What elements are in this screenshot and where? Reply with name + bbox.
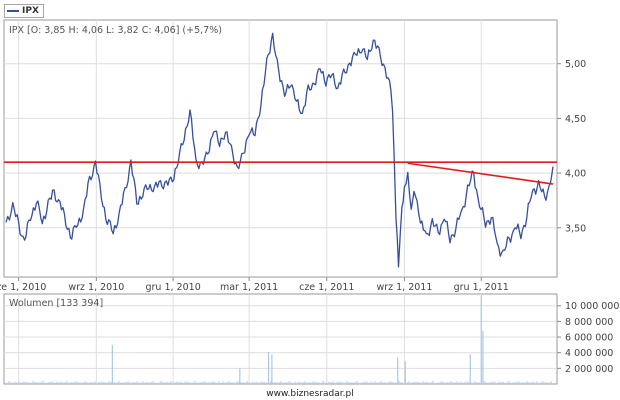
price-line xyxy=(5,32,554,268)
volume-y-tick-label: 10 000 000 xyxy=(565,301,619,312)
footer-watermark: www.biznesradar.pl xyxy=(266,389,354,399)
volume-bars xyxy=(6,295,552,384)
volume-y-tick-label: 2 000 000 xyxy=(565,364,613,375)
price-annotations xyxy=(4,161,557,185)
legend-ticker: IPX xyxy=(22,6,39,16)
volume-panel-label: Wolumen [133 394] xyxy=(9,298,103,309)
volume-y-axis: 2 000 000 4 000 000 6 000 000 8 000 000 10 0… xyxy=(557,301,619,375)
x-tick-label: gru 1, 2010 xyxy=(146,282,201,293)
volume-grid xyxy=(4,294,557,384)
x-tick-label: cze 1, 2010 xyxy=(0,282,46,293)
x-tick-label: wrz 1, 2011 xyxy=(376,282,432,293)
volume-y-tick-label: 8 000 000 xyxy=(565,317,613,328)
price-x-axis: cze 1, 2010 wrz 1, 2010 gru 1, 2010 mar 1, … xyxy=(0,277,509,293)
y-tick-label: 3,50 xyxy=(565,223,586,234)
volume-y-tick-label: 6 000 000 xyxy=(565,333,613,344)
x-tick-label: cze 1, 2011 xyxy=(299,282,354,293)
price-panel-label: IPX [O: 3,85 H: 4,06 L: 3,82 C: 4,06] (+… xyxy=(9,25,222,36)
y-tick-label: 5,00 xyxy=(565,59,586,70)
x-tick-label: mar 1, 2011 xyxy=(220,282,278,293)
y-tick-label: 4,00 xyxy=(565,169,586,180)
price-grid xyxy=(4,20,557,277)
legend: IPX xyxy=(4,4,44,18)
trendline xyxy=(407,162,554,185)
x-tick-label: wrz 1, 2010 xyxy=(68,282,124,293)
legend-swatch xyxy=(7,10,19,12)
volume-y-tick-label: 4 000 000 xyxy=(565,348,613,359)
price-y-axis: 3,50 4,00 4,50 5,00 xyxy=(557,59,586,234)
price-series xyxy=(5,32,554,268)
y-tick-label: 4,50 xyxy=(565,114,586,125)
price-panel-frame xyxy=(3,19,558,278)
x-tick-label: gru 1, 2011 xyxy=(454,282,509,293)
